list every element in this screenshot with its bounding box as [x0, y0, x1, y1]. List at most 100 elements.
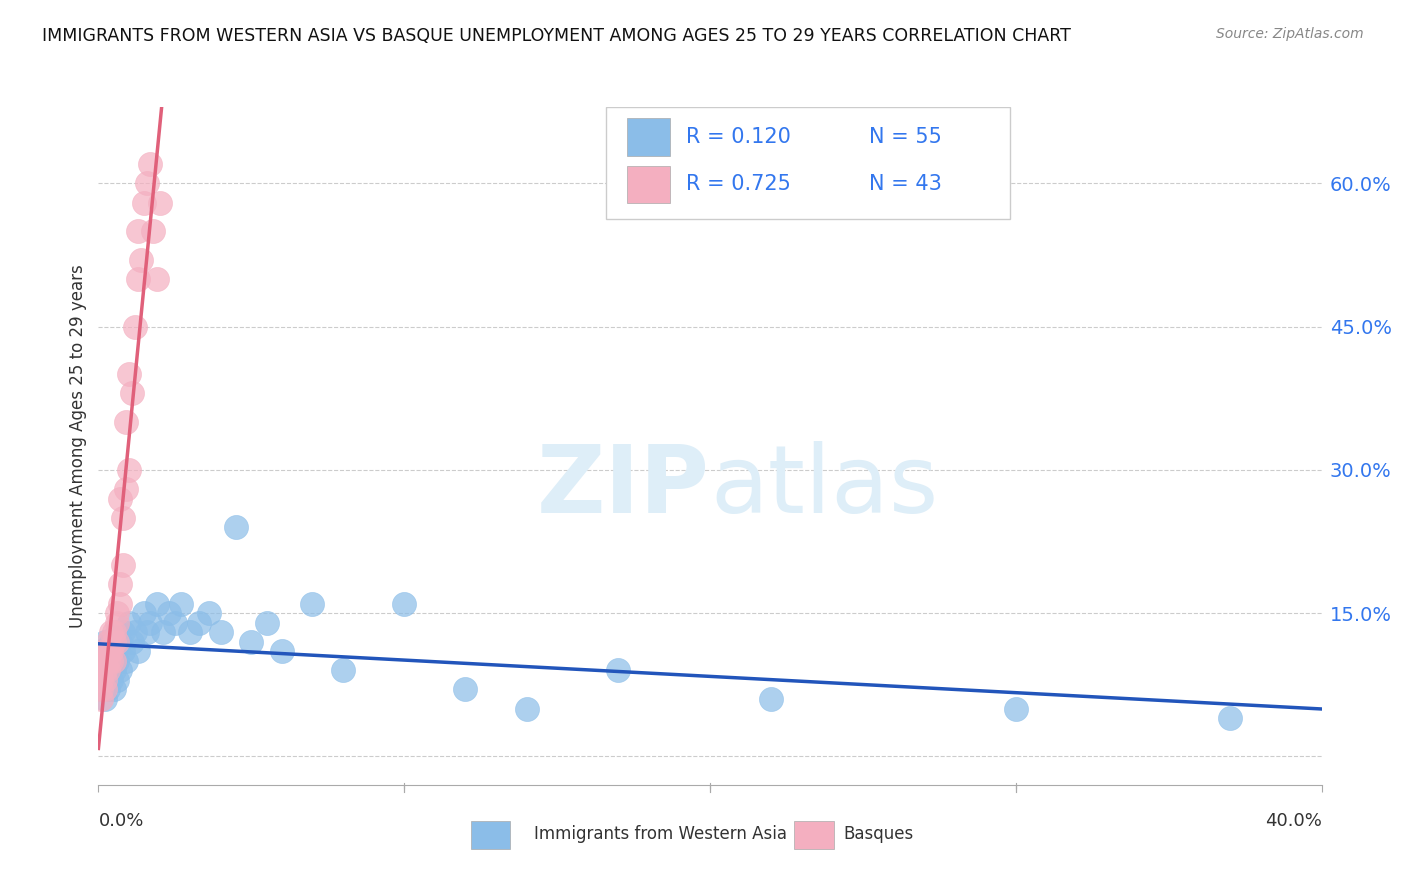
Point [111, 625, 134, 640]
Point [100, 644, 122, 658]
Point [100, 625, 122, 640]
Point [108, 491, 131, 506]
Point [100, 673, 122, 687]
Point [136, 177, 159, 191]
Point [103, 625, 125, 640]
Point [93, 644, 115, 658]
Point [97, 634, 120, 648]
Point [1004, 701, 1026, 715]
Point [197, 606, 219, 620]
Point [93, 682, 115, 697]
Text: R = 0.725: R = 0.725 [686, 174, 790, 194]
Point [90, 664, 112, 678]
Point [607, 664, 630, 678]
Text: Immigrants from Western Asia: Immigrants from Western Asia [534, 825, 787, 843]
Point [111, 644, 134, 658]
Point [127, 644, 149, 658]
Text: N = 55: N = 55 [869, 127, 942, 147]
Point [111, 510, 134, 524]
Point [134, 606, 156, 620]
Point [163, 615, 186, 630]
Point [90, 682, 112, 697]
Point [145, 272, 167, 286]
Point [90, 654, 112, 668]
Point [90, 654, 112, 668]
Point [118, 368, 141, 382]
Text: ZIP: ZIP [537, 441, 710, 533]
Point [105, 634, 128, 648]
Point [105, 625, 128, 640]
Point [170, 597, 193, 611]
Text: Source: ZipAtlas.com: Source: ZipAtlas.com [1216, 27, 1364, 41]
Point [93, 664, 115, 678]
Point [90, 644, 112, 658]
Point [149, 195, 172, 210]
Point [118, 615, 141, 630]
Point [454, 682, 477, 697]
Point [90, 692, 112, 706]
Point [97, 644, 120, 658]
Text: Basques: Basques [844, 825, 914, 843]
Point [516, 701, 538, 715]
Point [139, 157, 162, 171]
Point [1219, 711, 1241, 725]
Point [105, 615, 128, 630]
Text: IMMIGRANTS FROM WESTERN ASIA VS BASQUE UNEMPLOYMENT AMONG AGES 25 TO 29 YEARS CO: IMMIGRANTS FROM WESTERN ASIA VS BASQUE U… [42, 27, 1071, 45]
Point [124, 319, 146, 334]
Point [115, 654, 138, 668]
Text: R = 0.120: R = 0.120 [686, 127, 790, 147]
Point [139, 615, 162, 630]
Point [108, 577, 131, 591]
Point [103, 654, 125, 668]
Point [127, 224, 149, 238]
Text: 0.0%: 0.0% [98, 812, 143, 830]
Point [134, 195, 156, 210]
Point [256, 615, 278, 630]
Point [124, 625, 146, 640]
Point [100, 634, 122, 648]
Point [179, 625, 201, 640]
Point [93, 654, 115, 668]
Point [90, 673, 112, 687]
Point [129, 252, 152, 267]
Point [103, 644, 125, 658]
Point [142, 224, 165, 238]
Point [97, 654, 120, 668]
Point [100, 654, 122, 668]
Point [97, 673, 120, 687]
Point [103, 634, 125, 648]
Point [127, 272, 149, 286]
Point [270, 644, 292, 658]
Point [152, 625, 174, 640]
Point [103, 682, 125, 697]
Point [225, 520, 247, 534]
Text: N = 43: N = 43 [869, 174, 942, 194]
Point [121, 634, 143, 648]
FancyBboxPatch shape [606, 107, 1010, 219]
Point [108, 634, 131, 648]
Point [392, 597, 416, 611]
Text: 40.0%: 40.0% [1265, 812, 1322, 830]
Point [240, 634, 263, 648]
Point [93, 692, 115, 706]
FancyBboxPatch shape [627, 166, 669, 202]
Point [93, 634, 115, 648]
FancyBboxPatch shape [627, 119, 669, 155]
Point [97, 664, 120, 678]
Point [108, 597, 131, 611]
Point [332, 664, 354, 678]
Point [93, 664, 115, 678]
Point [93, 673, 115, 687]
Point [157, 606, 180, 620]
Point [145, 597, 167, 611]
Point [105, 673, 128, 687]
Point [103, 664, 125, 678]
Point [111, 558, 134, 573]
Text: atlas: atlas [710, 441, 938, 533]
Point [97, 682, 120, 697]
Point [136, 625, 159, 640]
Point [97, 644, 120, 658]
Point [115, 415, 138, 429]
Point [90, 682, 112, 697]
Point [209, 625, 232, 640]
